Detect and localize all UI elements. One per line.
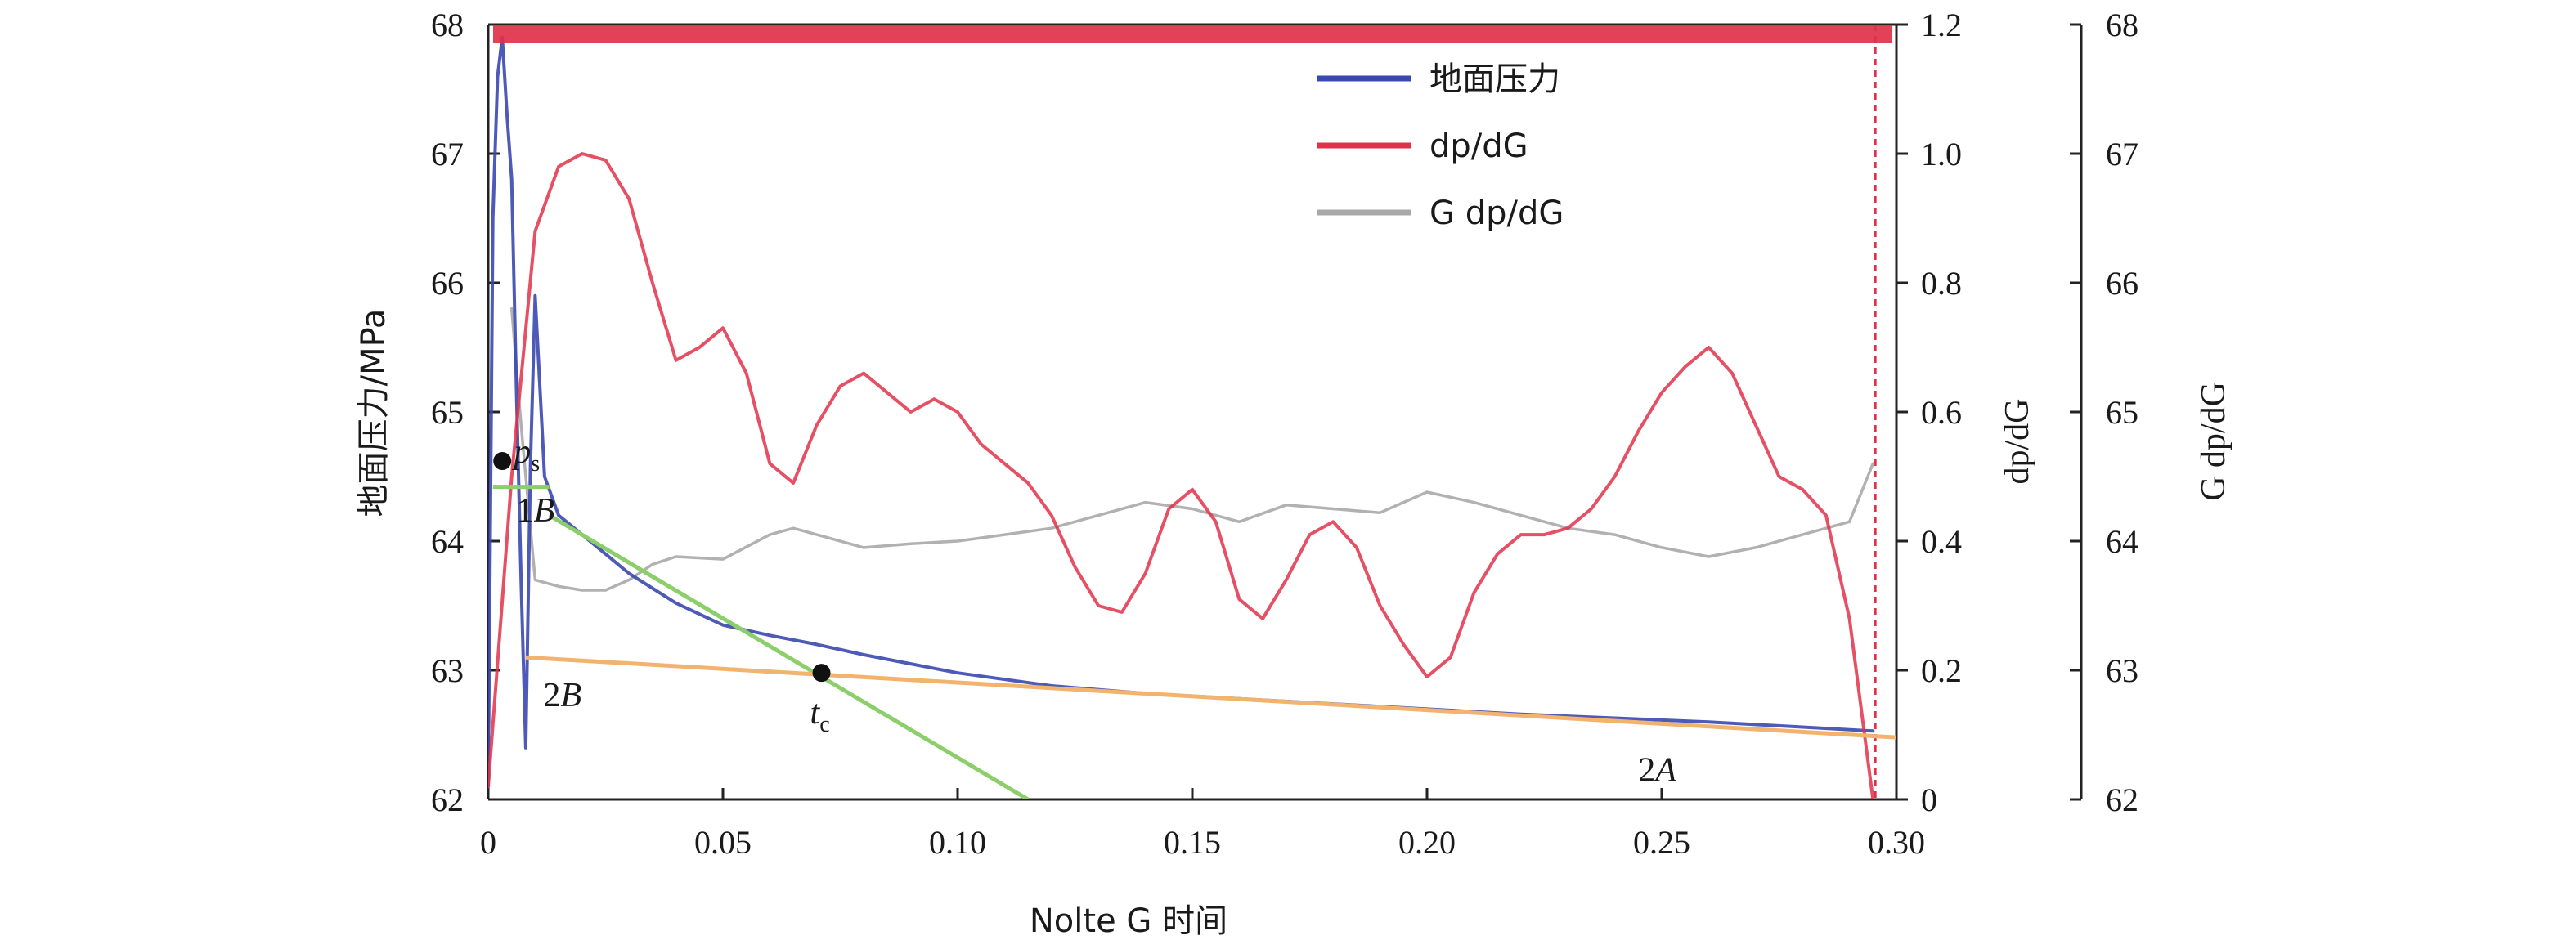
- axes-group: 0 0.05 0.10 0.15 0.20 0.25 0.30626364656667680…: [431, 7, 2138, 861]
- x-axis-title: Nolte G 时间: [1030, 902, 1227, 940]
- dpdg-top-band: [493, 25, 1892, 43]
- marker-tc: [812, 664, 831, 683]
- series-line-gdpdg: [509, 307, 1875, 592]
- legend-label-dpdg: dp/dG: [1429, 128, 1528, 165]
- legend: 地面压力 dp/dG G dp/dG: [1317, 60, 1564, 232]
- y-left-tick-label: 62: [431, 781, 464, 818]
- legend-label-gdpdg: G dp/dG: [1429, 195, 1564, 232]
- label-1B: 1B: [516, 492, 554, 530]
- y-right2-tick-label: 68: [2106, 7, 2138, 43]
- y-right2-tick-label: 65: [2106, 394, 2138, 431]
- label-tc-subscript: c: [819, 712, 829, 737]
- y-right1-tick-label: 0.4: [1921, 523, 1962, 560]
- label-2A-number: 2: [1638, 751, 1655, 789]
- y-right2-tick-label: 67: [2106, 136, 2138, 172]
- y-right1-tick-label: 0.6: [1921, 394, 1962, 431]
- x-tick-label: 0.10: [929, 824, 986, 861]
- label-2B: 2B: [543, 677, 581, 714]
- y-right2-axis-title: G dp/dG: [2195, 382, 2233, 501]
- y-left-axis-title: 地面压力/MPa: [355, 309, 393, 517]
- tangent-line-1B: [548, 513, 1030, 799]
- label-2A: 2A: [1638, 751, 1676, 789]
- y-right2-tick-label: 66: [2106, 265, 2138, 302]
- label-2B-number: 2: [543, 677, 560, 714]
- x-tick-label: 0.30: [1868, 824, 1925, 861]
- y-right1-tick-label: 0: [1921, 781, 1937, 818]
- y-right2-tick-label: 62: [2106, 781, 2138, 818]
- x-tick-label: 0.15: [1164, 824, 1221, 861]
- y-right1-tick-label: 0.8: [1921, 265, 1962, 302]
- y-right2-tick-label: 64: [2106, 523, 2138, 560]
- x-tick-label: 0.25: [1633, 824, 1690, 861]
- label-1B-number: 1: [516, 492, 533, 530]
- y-right1-tick-label: 0.2: [1921, 652, 1962, 689]
- series-line-dpdg: [488, 152, 1875, 799]
- y-left-tick-label: 67: [431, 136, 464, 172]
- legend-label-pressure: 地面压力: [1429, 60, 1560, 98]
- marker-ps: [493, 452, 512, 471]
- series-line-pressure: [488, 35, 1875, 789]
- label-tc: tc: [810, 694, 830, 737]
- x-tick-label: 0: [480, 824, 496, 861]
- label-2A-letter: A: [1653, 751, 1676, 789]
- y-right2-tick-label: 63: [2106, 652, 2138, 689]
- y-left-tick-label: 68: [431, 7, 464, 43]
- y-right1-tick-label: 1.0: [1921, 136, 1962, 172]
- y-right1-axis-title: dp/dG: [1999, 399, 2036, 485]
- reference-lines-layer: [492, 485, 1896, 799]
- y-left-tick-label: 65: [431, 394, 464, 431]
- tangent-line-2B-2A: [525, 655, 1896, 740]
- y-left-tick-label: 63: [431, 652, 464, 689]
- y-right1-tick-label: 1.2: [1921, 7, 1962, 43]
- x-tick-label: 0.20: [1398, 824, 1456, 861]
- label-ps: ps: [511, 433, 540, 477]
- label-2B-letter: B: [560, 677, 581, 714]
- label-1B-letter: B: [533, 492, 554, 530]
- y-left-tick-label: 66: [431, 265, 464, 302]
- series-layer: [488, 25, 1892, 799]
- y-left-tick-label: 64: [431, 523, 464, 560]
- label-ps-subscript: s: [531, 451, 540, 477]
- x-tick-label: 0.05: [694, 824, 752, 861]
